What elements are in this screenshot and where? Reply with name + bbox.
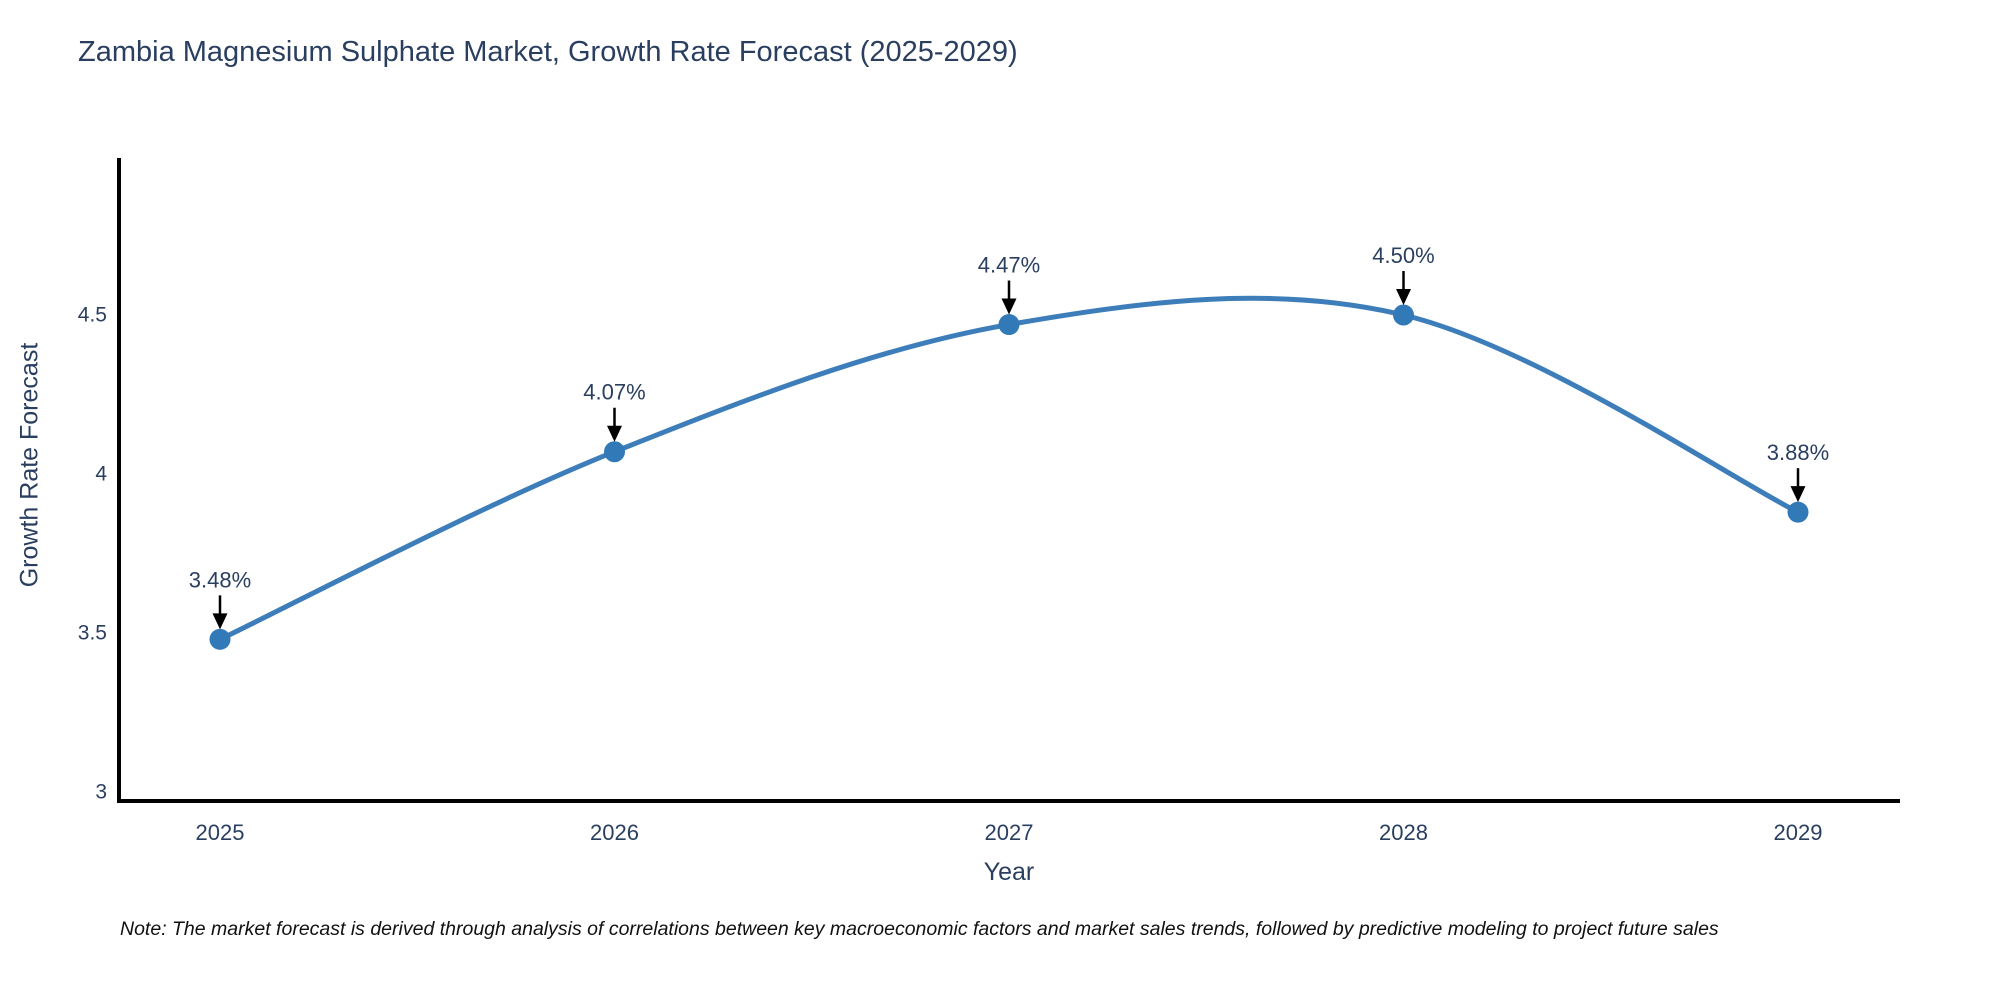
annotation-arrowhead (1396, 289, 1411, 305)
data-point (604, 441, 625, 463)
y-tick-label: 3 (95, 781, 107, 804)
annotation-arrowhead (212, 613, 228, 630)
annotation-arrowhead (1790, 486, 1806, 503)
chart-title: Zambia Magnesium Sulphate Market, Growth… (78, 36, 1018, 68)
data-point (209, 628, 231, 650)
x-tick-label: 2028 (1379, 820, 1428, 845)
annotation-label: 4.47% (978, 253, 1040, 278)
y-tick-label: 3.5 (78, 622, 107, 645)
y-tick-label: 4.5 (78, 304, 107, 327)
data-point (1393, 304, 1414, 326)
footnote: Note: The market forecast is derived thr… (120, 918, 1719, 940)
x-tick-label: 2026 (590, 820, 639, 845)
annotation-arrowhead (1001, 298, 1017, 315)
trend-line (217, 295, 1801, 642)
y-axis-title: Growth Rate Forecast (15, 342, 44, 588)
x-axis-title: Year (983, 858, 1035, 886)
data-point (998, 314, 1020, 336)
data-point (1787, 501, 1809, 523)
x-tick-label: 2025 (196, 820, 245, 845)
x-tick-label: 2029 (1774, 820, 1823, 845)
y-tick-label: 4 (95, 463, 107, 486)
annotation-label: 3.48% (189, 567, 251, 592)
annotation-label: 4.07% (583, 380, 645, 405)
annotation-label: 3.88% (1767, 440, 1829, 465)
x-tick-label: 2027 (985, 820, 1034, 845)
annotation-arrowhead (607, 425, 622, 442)
annotation-label: 4.50% (1372, 243, 1434, 268)
